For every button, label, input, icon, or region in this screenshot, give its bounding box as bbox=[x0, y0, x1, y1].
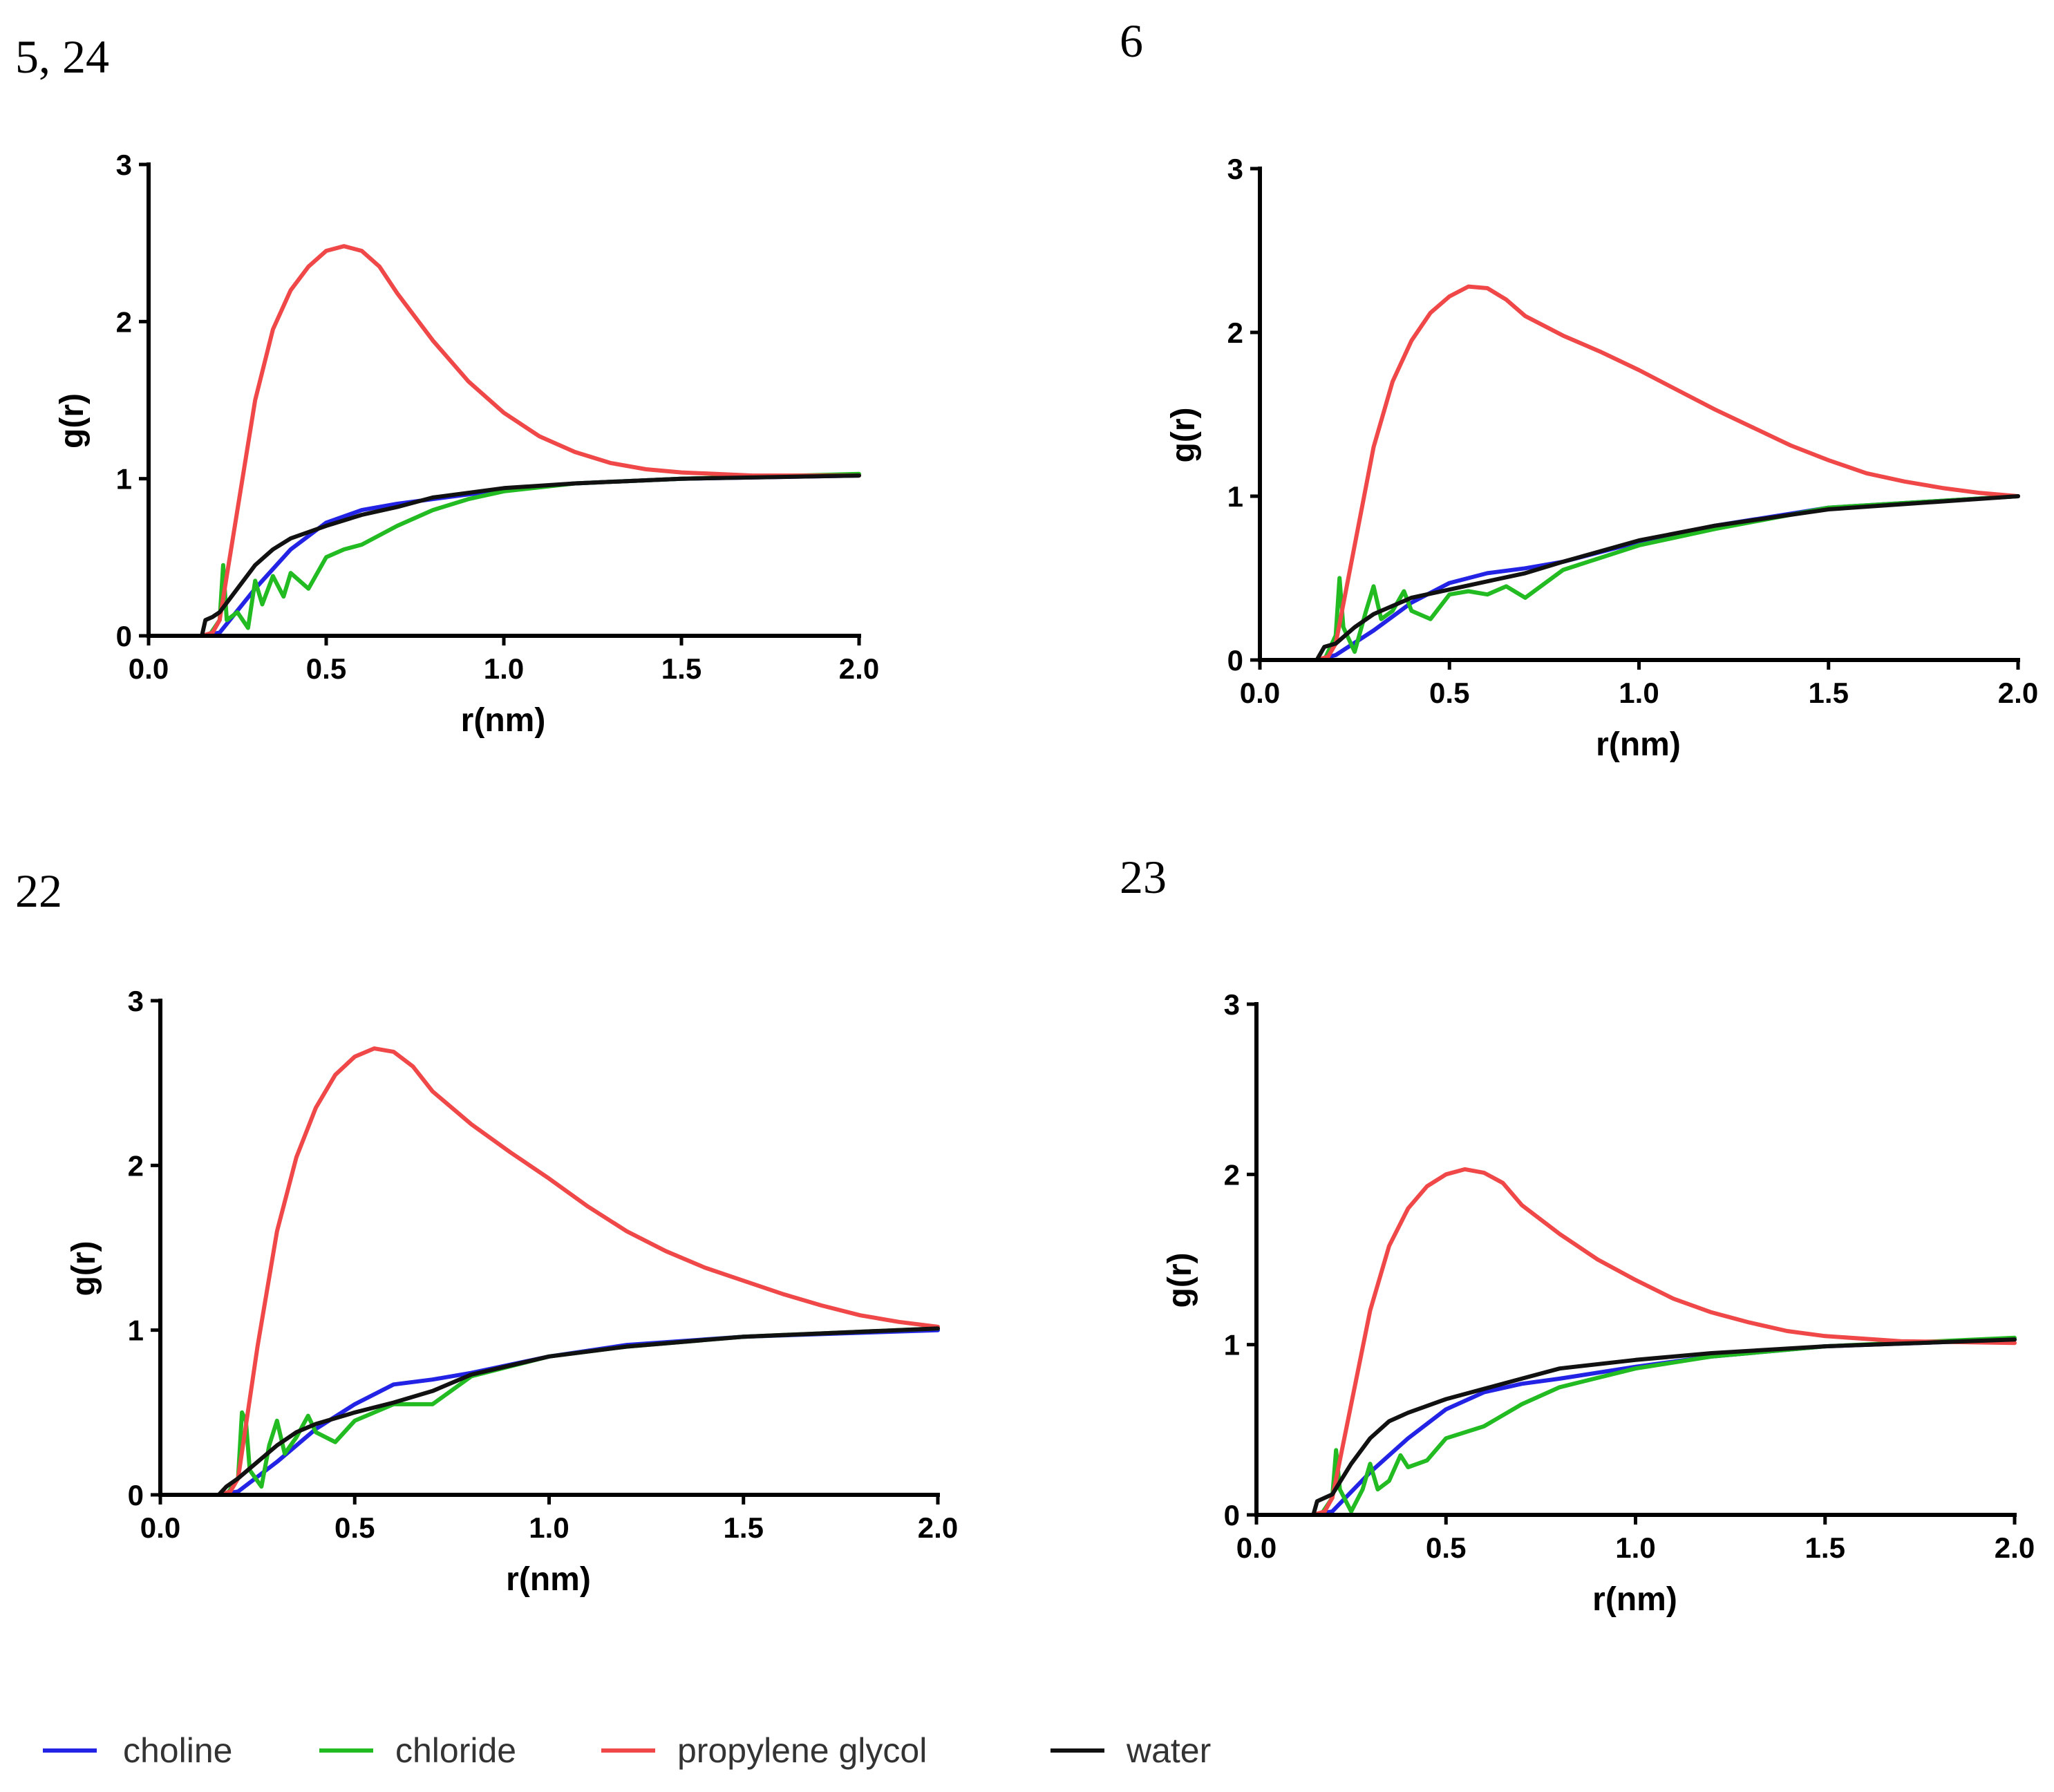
panel-label: 22 bbox=[15, 865, 62, 917]
y-axis-title: g(r) bbox=[1165, 408, 1202, 463]
y-tick-label: 0 bbox=[1227, 644, 1243, 677]
series-line-chloride bbox=[1322, 494, 2020, 662]
y-tick-label: 3 bbox=[116, 149, 132, 181]
y-tick-label: 2 bbox=[1227, 317, 1243, 349]
series-line-propylene-glycol bbox=[216, 1046, 940, 1497]
legend-label: chloride bbox=[395, 1731, 516, 1770]
panel-label: 5, 24 bbox=[15, 30, 109, 83]
x-tick-label: 2.0 bbox=[918, 1511, 958, 1544]
series-line-chloride bbox=[1319, 1335, 2017, 1517]
legend-item-propylene-glycol: propylene glycol bbox=[601, 1731, 927, 1770]
x-tick-label: 2.0 bbox=[1998, 677, 2038, 709]
panel-1: 5, 24 0.0 0.5 1.0 1.5 2.0 0 1 2 3 r(nm) g(r) bbox=[15, 30, 879, 739]
y-axis-title: g(r) bbox=[66, 1241, 102, 1296]
series-line-water bbox=[216, 1326, 940, 1497]
x-tick-label: 0.5 bbox=[335, 1511, 375, 1544]
x-tick-label: 1.0 bbox=[1615, 1531, 1655, 1564]
series-line-choline bbox=[1315, 494, 2020, 662]
y-axis-title: g(r) bbox=[1162, 1253, 1198, 1308]
x-tick-label: 2.0 bbox=[839, 652, 879, 685]
y-tick-label: 0 bbox=[1224, 1499, 1240, 1531]
x-axis-title: r(nm) bbox=[1596, 726, 1681, 763]
legend-item-chloride: chloride bbox=[319, 1731, 516, 1770]
x-axis-title: r(nm) bbox=[461, 702, 546, 739]
panel-3: 22 0.0 0.5 1.0 1.5 2.0 0 1 2 3 r(nm) g(r) bbox=[15, 865, 958, 1598]
y-tick-label: 3 bbox=[1224, 988, 1240, 1021]
x-axis-title: r(nm) bbox=[1592, 1581, 1677, 1618]
x-tick-label: 0.0 bbox=[129, 652, 169, 685]
x-tick-label: 0.0 bbox=[1240, 677, 1280, 709]
y-tick-label: 1 bbox=[1224, 1329, 1240, 1361]
y-tick-label: 3 bbox=[1227, 153, 1243, 185]
x-tick-label: 2.0 bbox=[1995, 1531, 2035, 1564]
y-tick-label: 2 bbox=[116, 305, 132, 338]
panel-label: 23 bbox=[1120, 851, 1167, 903]
series-line-propylene-glycol bbox=[1311, 1167, 2017, 1517]
legend-item-water: water bbox=[1050, 1731, 1211, 1770]
y-tick-label: 2 bbox=[1224, 1158, 1240, 1191]
x-tick-label: 0.5 bbox=[1426, 1531, 1466, 1564]
y-tick-label: 2 bbox=[128, 1149, 144, 1182]
y-tick-label: 1 bbox=[1227, 480, 1243, 513]
x-tick-label: 0.0 bbox=[140, 1511, 180, 1544]
y-axis-title: g(r) bbox=[54, 393, 91, 449]
legend-item-choline: choline bbox=[43, 1731, 232, 1770]
x-tick-label: 1.0 bbox=[1619, 677, 1659, 709]
x-tick-label: 0.0 bbox=[1236, 1531, 1276, 1564]
y-tick-label: 3 bbox=[128, 985, 144, 1017]
x-tick-label: 1.5 bbox=[1809, 677, 1849, 709]
y-tick-label: 0 bbox=[116, 620, 132, 652]
x-tick-label: 0.5 bbox=[1429, 677, 1469, 709]
x-tick-label: 1.5 bbox=[724, 1511, 764, 1544]
series-line-water bbox=[1315, 494, 2020, 662]
legend-label: water bbox=[1126, 1731, 1211, 1770]
x-tick-label: 1.0 bbox=[484, 652, 524, 685]
legend: choline chloride propylene glycol water bbox=[43, 1731, 1211, 1770]
y-tick-label: 1 bbox=[116, 463, 132, 496]
legend-label: choline bbox=[123, 1731, 232, 1770]
y-tick-label: 1 bbox=[128, 1314, 144, 1347]
series-line-propylene-glycol bbox=[200, 244, 861, 638]
x-tick-label: 1.5 bbox=[661, 652, 701, 685]
x-tick-label: 0.5 bbox=[306, 652, 346, 685]
x-tick-label: 1.0 bbox=[529, 1511, 569, 1544]
series-line-chloride bbox=[207, 471, 861, 638]
series-line-water bbox=[200, 473, 861, 638]
x-tick-label: 1.5 bbox=[1805, 1531, 1845, 1564]
panel-label: 6 bbox=[1120, 15, 1143, 67]
series-line-water bbox=[1311, 1337, 2017, 1517]
x-axis-title: r(nm) bbox=[506, 1561, 591, 1598]
series-line-propylene-glycol bbox=[1315, 284, 2020, 662]
series-line-choline bbox=[200, 473, 861, 638]
y-tick-label: 0 bbox=[128, 1479, 144, 1511]
legend-label: propylene glycol bbox=[677, 1731, 927, 1770]
panel-2: 6 0.0 0.5 1.0 1.5 2.0 0 1 2 3 r(nm) g(r) bbox=[1120, 15, 2038, 763]
